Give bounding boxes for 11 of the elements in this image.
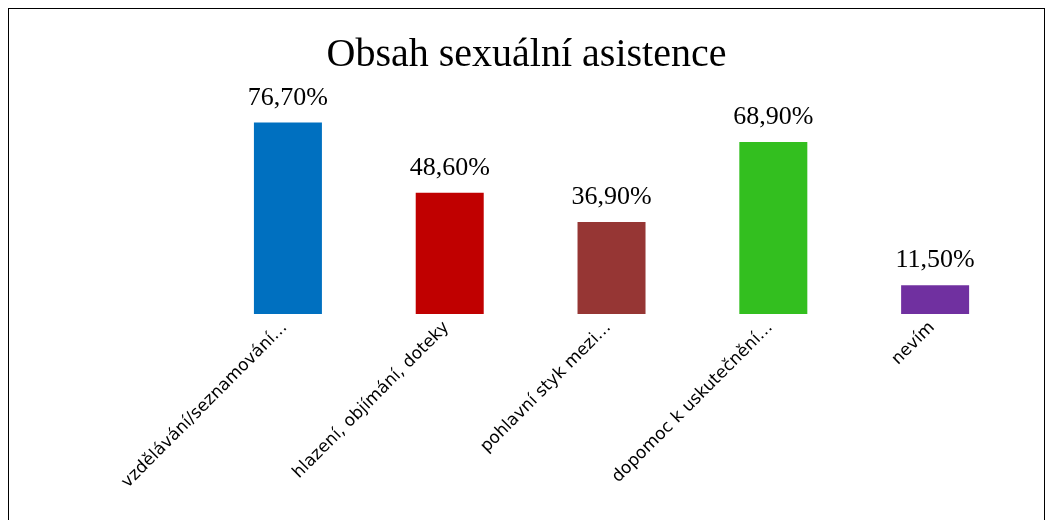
bar [901,285,970,314]
bar [415,192,484,314]
chart-title: Obsah sexuální asistence [325,29,728,76]
data-label: 36,90% [571,180,652,210]
bar [739,142,808,314]
data-label: 11,50% [895,244,975,274]
bar [253,122,322,314]
data-label: 76,70% [247,81,329,111]
data-label: 68,90% [733,101,814,131]
bar [577,221,646,314]
data-label: 48,60% [409,151,490,181]
